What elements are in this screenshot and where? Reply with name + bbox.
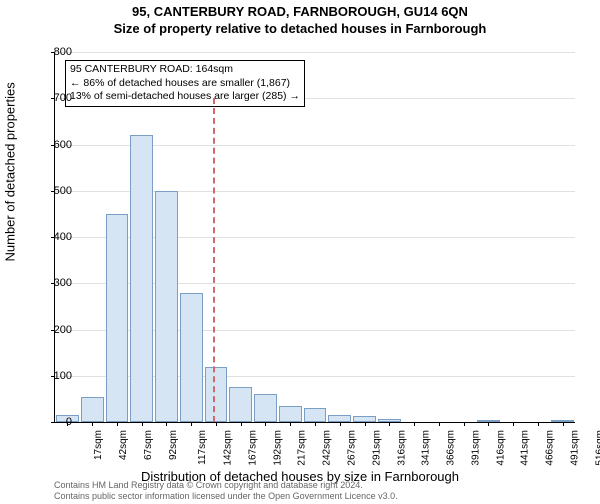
histogram-bar [205,367,228,423]
x-tick-label: 192sqm [272,430,283,466]
x-tick-mark [290,422,291,426]
property-marker-line [213,98,215,422]
annotation-line-2: ← 86% of detached houses are smaller (1,… [70,77,300,91]
annotation-box: 95 CANTERBURY ROAD: 164sqm ← 86% of deta… [65,60,305,107]
x-tick-mark [340,422,341,426]
x-tick-mark [439,422,440,426]
x-tick-label: 491sqm [569,430,580,466]
x-tick-mark [488,422,489,426]
x-tick-mark [563,422,564,426]
annotation-line-1: 95 CANTERBURY ROAD: 164sqm [70,63,300,77]
x-tick-mark [464,422,465,426]
x-tick-mark [142,422,143,426]
histogram-bar [229,387,252,422]
x-tick-label: 117sqm [197,430,208,465]
histogram-bar [180,293,203,423]
footer-line-2: Contains public sector information licen… [54,491,398,502]
histogram-bar [279,406,302,422]
x-tick-label: 67sqm [143,430,154,460]
x-tick-label: 92sqm [168,430,179,460]
footer-line-1: Contains HM Land Registry data © Crown c… [54,480,398,491]
y-tick-label: 0 [32,416,72,428]
histogram-bar [106,214,129,422]
footer-text: Contains HM Land Registry data © Crown c… [54,480,398,502]
x-tick-label: 142sqm [223,430,234,466]
histogram-bar [254,394,277,422]
x-tick-mark [315,422,316,426]
y-tick-label: 500 [32,185,72,197]
x-tick-label: 341sqm [421,430,432,466]
x-tick-mark [191,422,192,426]
x-tick-label: 391sqm [470,430,481,466]
x-tick-label: 366sqm [446,430,457,466]
x-tick-mark [216,422,217,426]
y-tick-label: 800 [32,46,72,58]
x-tick-label: 416sqm [495,430,506,466]
histogram-bar [81,397,104,422]
x-tick-mark [538,422,539,426]
y-tick-label: 400 [32,231,72,243]
histogram-bar [155,191,178,422]
x-tick-label: 267sqm [347,430,358,466]
y-tick-label: 600 [32,139,72,151]
chart-title-2: Size of property relative to detached ho… [0,21,600,36]
x-tick-label: 316sqm [396,430,407,466]
chart-title-1: 95, CANTERBURY ROAD, FARNBOROUGH, GU14 6… [0,4,600,19]
x-tick-label: 516sqm [594,430,600,466]
y-tick-label: 300 [32,277,72,289]
plot-area: 95 CANTERBURY ROAD: 164sqm ← 86% of deta… [54,52,575,423]
x-tick-mark [117,422,118,426]
y-axis-label: Number of detached properties [3,222,18,262]
x-tick-label: 291sqm [371,430,382,466]
x-tick-label: 217sqm [297,430,308,466]
x-tick-label: 466sqm [545,430,556,466]
histogram-bar [304,408,327,422]
x-tick-label: 441sqm [520,430,531,466]
annotation-line-3: 13% of semi-detached houses are larger (… [70,90,300,104]
x-tick-label: 167sqm [248,430,259,466]
x-tick-label: 42sqm [118,430,129,460]
grid-line [55,52,575,53]
x-tick-mark [166,422,167,426]
histogram-bar [328,415,351,422]
chart-container: 95, CANTERBURY ROAD, FARNBOROUGH, GU14 6… [0,4,600,504]
x-tick-mark [241,422,242,426]
x-tick-label: 17sqm [93,430,104,460]
x-tick-mark [265,422,266,426]
histogram-bar [130,135,153,422]
x-tick-label: 242sqm [322,430,333,466]
y-tick-label: 100 [32,370,72,382]
y-tick-label: 200 [32,324,72,336]
y-tick-label: 700 [32,92,72,104]
x-tick-mark [389,422,390,426]
x-tick-mark [513,422,514,426]
x-tick-mark [365,422,366,426]
x-tick-mark [414,422,415,426]
x-tick-mark [92,422,93,426]
